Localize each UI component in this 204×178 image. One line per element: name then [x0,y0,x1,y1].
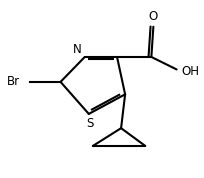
Text: O: O [149,10,158,23]
Text: Br: Br [7,75,20,88]
Text: OH: OH [182,65,200,78]
Text: N: N [73,43,82,56]
Text: S: S [86,117,93,130]
